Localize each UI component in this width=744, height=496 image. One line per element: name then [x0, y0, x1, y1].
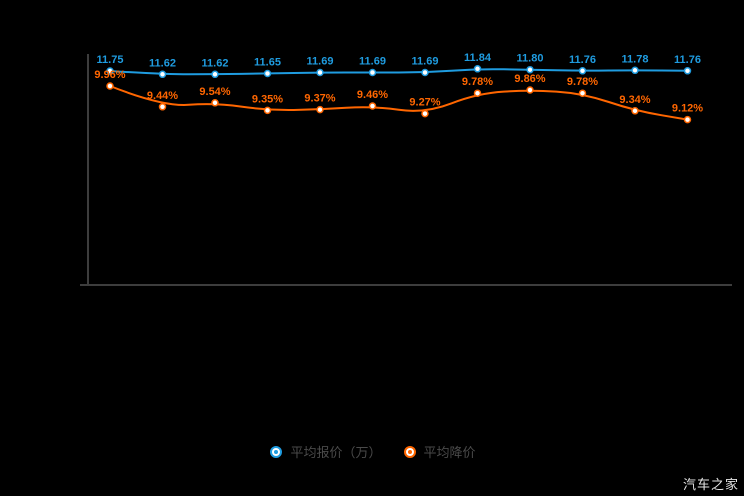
data-point-marker[interactable] [263, 106, 272, 115]
data-point-label: 9.37% [304, 93, 335, 105]
data-point-label: 11.69 [359, 56, 386, 68]
data-point-marker[interactable] [368, 102, 377, 110]
data-point-label: 9.78% [567, 76, 598, 88]
legend-item-average-price[interactable]: 平均报价（万） [268, 442, 382, 461]
data-point-marker[interactable] [211, 99, 219, 107]
data-point-label: 11.65 [254, 57, 281, 69]
data-point-label: 11.80 [517, 53, 544, 65]
chart-legend: 平均报价（万） 平均降价 [0, 442, 744, 461]
data-point-marker[interactable] [316, 105, 324, 114]
data-point-label: 9.86% [514, 73, 545, 85]
data-point-marker[interactable] [263, 69, 272, 78]
data-point-marker[interactable] [158, 103, 167, 111]
data-point-marker[interactable] [526, 86, 534, 94]
data-point-label: 11.62 [149, 57, 176, 69]
data-point-label: 11.62 [202, 57, 229, 69]
data-point-label: 11.75 [97, 54, 124, 66]
legend-item-average-discount[interactable]: 平均降价 [402, 442, 476, 461]
data-point-label: 11.76 [569, 54, 596, 66]
data-point-marker[interactable] [421, 68, 429, 77]
data-point-marker[interactable] [368, 68, 377, 77]
data-point-marker[interactable] [473, 89, 482, 97]
data-point-marker[interactable] [106, 67, 114, 75]
data-point-label: 9.96% [94, 69, 125, 81]
legend-label-average-price: 平均报价（万） [290, 445, 382, 460]
legend-marker-discount-icon [403, 445, 416, 458]
data-point-marker[interactable] [526, 65, 534, 74]
data-point-marker[interactable] [106, 82, 114, 90]
data-point-marker[interactable] [683, 115, 692, 124]
data-point-label: 11.69 [307, 56, 334, 68]
data-point-marker[interactable] [211, 70, 219, 79]
data-point-label: 11.84 [464, 52, 492, 64]
data-point-marker[interactable] [631, 107, 639, 115]
data-point-label: 9.27% [409, 97, 440, 109]
data-point-label: 9.34% [619, 94, 650, 106]
data-point-label: 11.69 [412, 56, 439, 68]
data-point-marker[interactable] [683, 67, 692, 75]
data-point-marker[interactable] [158, 70, 167, 79]
data-point-label: 9.78% [462, 76, 493, 88]
data-point-marker[interactable] [631, 66, 639, 75]
data-point-marker[interactable] [421, 109, 429, 118]
data-point-marker[interactable] [578, 89, 587, 97]
watermark-autohome: 汽车之家 [682, 477, 739, 492]
legend-label-average-discount: 平均降价 [423, 445, 476, 460]
data-point-label: 9.35% [252, 93, 283, 105]
data-point-label: 11.78 [622, 53, 649, 65]
legend-marker-price-icon [270, 445, 283, 458]
series-line-average-discount [109, 85, 689, 121]
series-line-average-price [109, 68, 689, 76]
data-point-label: 9.44% [147, 90, 178, 102]
data-point-label: 9.12% [672, 103, 703, 115]
data-point-marker[interactable] [316, 68, 324, 77]
data-point-marker[interactable] [578, 67, 587, 75]
data-point-label: 11.76 [674, 54, 701, 66]
data-point-label: 9.54% [199, 86, 230, 98]
data-point-marker[interactable] [473, 65, 482, 73]
data-point-label: 9.46% [357, 89, 388, 101]
